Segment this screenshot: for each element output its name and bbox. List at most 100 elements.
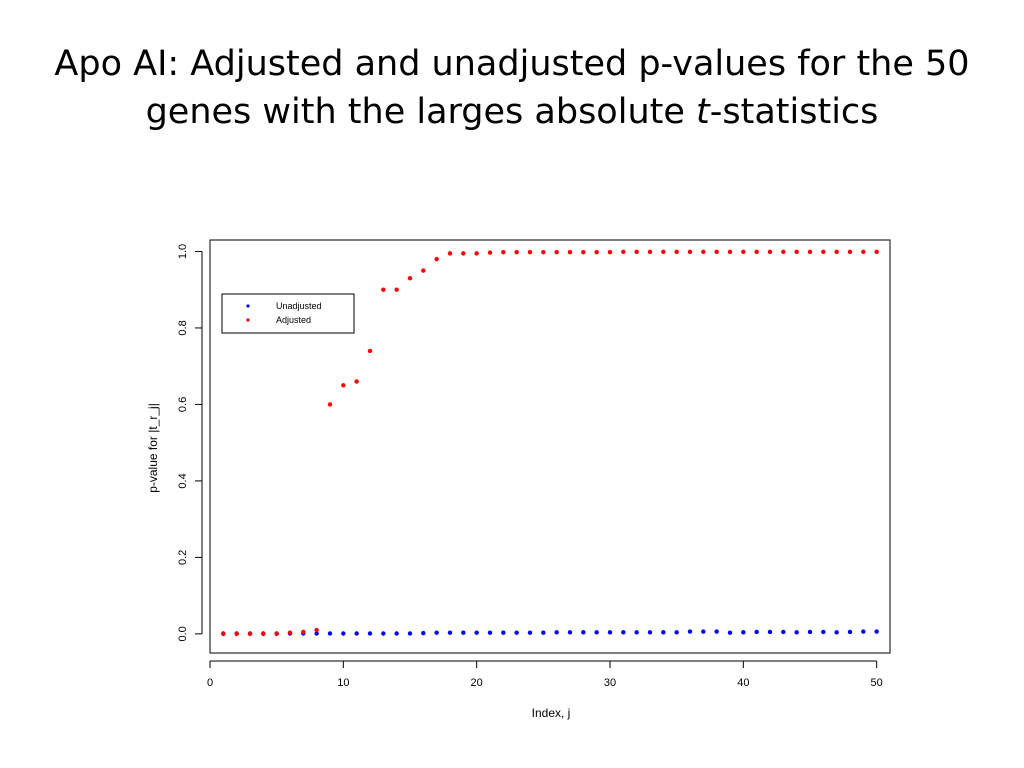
data-point [834,249,839,255]
x-tick-label: 10 [337,677,349,689]
title-line-1: Apo AI: Adjusted and unadjusted p-values… [54,44,970,84]
data-point [341,383,346,388]
data-point [314,627,319,633]
data-point [727,630,733,635]
data-point [527,250,533,255]
y-tick-label: 1.0 [177,244,189,259]
data-point [501,630,506,635]
series-adjusted [221,249,879,637]
data-point [474,251,479,256]
data-point [421,630,426,636]
data-point [354,631,359,636]
data-point [767,249,773,255]
data-point [461,251,466,256]
data-point [554,630,559,635]
data-point [474,630,479,635]
data-point [861,629,866,634]
data-point [687,249,693,255]
data-point [487,630,493,635]
series-unadjusted [221,629,879,636]
data-point [327,631,333,636]
data-point [861,249,866,255]
legend-marker-unadjusted [246,304,250,308]
data-point [381,287,386,292]
data-point [394,287,399,292]
data-point [754,249,759,255]
data-point [674,630,679,635]
data-point [247,631,253,637]
data-point [794,630,799,635]
data-point [447,251,453,256]
data-point [714,629,719,634]
data-point [754,629,759,635]
legend: Unadjusted Adjusted [221,293,355,334]
data-point [234,631,239,637]
title-line-2-italic: t [696,92,710,132]
data-point [674,249,679,255]
data-point [287,630,293,635]
data-point [581,250,586,255]
y-tick-label: 0.4 [177,473,189,488]
data-point [874,629,879,634]
title-line-2: genes with the larges absolute t-statist… [0,88,1024,136]
data-point [514,630,519,635]
data-point [327,402,333,407]
data-point [461,630,466,635]
data-point [727,249,733,255]
data-point [567,630,573,635]
data-point [367,631,373,636]
data-point [874,249,879,255]
data-point [821,629,826,635]
data-point [714,249,719,255]
y-tick-label: 0.8 [177,320,189,335]
x-tick-label: 50 [871,677,883,689]
x-axis-title: Index, j [532,706,571,720]
title-line-2-suffix: -statistics [709,92,879,132]
data-point [634,249,639,255]
data-point [621,249,626,255]
series-layer [221,249,879,637]
data-point [821,249,826,255]
data-point [847,249,853,255]
data-point [661,630,666,635]
data-point [701,249,706,255]
legend-box [221,293,355,334]
legend-marker-adjusted [246,318,250,322]
data-point [261,631,266,637]
data-point [594,630,599,635]
data-point [381,631,386,636]
data-point [781,629,786,635]
data-point [567,250,573,255]
data-point [221,631,226,637]
data-point [741,630,746,635]
data-point [274,631,279,637]
slide-title: Apo AI: Adjusted and unadjusted p-values… [0,40,1024,136]
data-point [594,250,599,255]
data-point [767,629,773,635]
data-point [501,250,506,255]
x-tick-label: 40 [737,677,749,689]
data-point [847,629,853,635]
data-point [607,250,613,255]
x-tick-label: 30 [604,677,616,689]
data-point [687,629,693,634]
x-tick-label: 20 [471,677,483,689]
y-axis-title: p-value for |t_r_j| [146,403,160,493]
data-point [741,249,746,255]
data-point [367,348,373,354]
data-point [487,250,493,255]
y-tick-label: 0.2 [177,550,189,565]
y-tick-label: 0.6 [177,397,189,412]
title-line-2-prefix: genes with the larges absolute [145,92,697,132]
plot-frame [209,239,891,654]
data-point [447,630,453,635]
x-axis: 0 10 20 30 40 50 [207,660,883,689]
data-point [541,250,546,255]
data-point [341,631,346,636]
data-point [701,629,706,634]
data-point [554,250,559,255]
x-tick-label: 0 [207,677,213,689]
data-point [434,630,439,635]
data-point [607,630,613,635]
